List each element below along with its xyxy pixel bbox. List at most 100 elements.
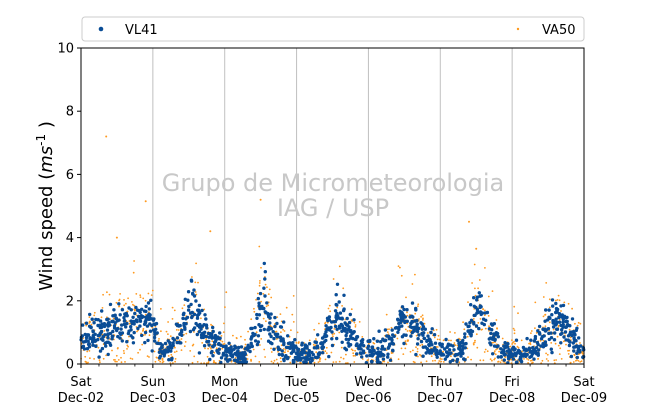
vl41-point <box>482 322 486 327</box>
va50-point <box>488 325 490 328</box>
vl41-point <box>101 338 105 342</box>
va50-point <box>171 306 174 309</box>
va50-point <box>438 338 441 341</box>
vl41-point <box>531 346 535 350</box>
va50-point <box>437 334 440 337</box>
vl41-point <box>410 301 415 305</box>
va50-point <box>98 359 101 362</box>
va50-point <box>411 283 414 285</box>
va50-point <box>200 317 202 320</box>
va50-point <box>354 324 357 326</box>
vl41-point <box>280 349 284 353</box>
vl41-point <box>344 333 348 338</box>
vl41-point <box>175 336 180 340</box>
vl41-point <box>550 298 555 302</box>
vl41-point <box>463 335 467 339</box>
vl41-point <box>335 336 339 341</box>
vl41-point <box>102 324 106 328</box>
va50-point <box>405 343 408 346</box>
va50-point <box>318 322 320 325</box>
vl41-point <box>502 358 506 362</box>
vl41-point <box>228 358 232 362</box>
va50-point <box>90 323 93 326</box>
vl41-point <box>132 319 136 324</box>
va50-point <box>213 351 216 354</box>
va50-point <box>127 345 129 348</box>
va50-point <box>177 329 180 331</box>
vl41-point <box>547 308 551 312</box>
va50-point <box>531 359 533 362</box>
vl41-point <box>124 325 128 329</box>
vl41-point <box>457 341 461 345</box>
vl41-point <box>314 340 319 345</box>
vl41-point <box>572 349 576 353</box>
vl41-point <box>349 334 353 338</box>
va50-point <box>319 357 322 360</box>
vl41-point <box>405 308 409 312</box>
vl41-point <box>432 333 437 337</box>
vl41-point <box>170 346 174 350</box>
vl41-point <box>249 341 253 345</box>
vl41-point <box>168 341 172 345</box>
vl41-point <box>260 306 264 311</box>
vl41-point <box>527 347 531 352</box>
vl41-point <box>519 359 524 364</box>
vl41-point <box>573 339 577 343</box>
va50-point <box>419 344 422 347</box>
vl41-point <box>181 312 186 317</box>
vl41-point <box>381 357 386 361</box>
va50-point <box>161 359 164 361</box>
va50-point <box>126 348 128 350</box>
vl41-point <box>338 311 343 315</box>
va50-point <box>142 330 144 332</box>
vl41-point <box>414 326 418 330</box>
vl41-point <box>397 327 401 332</box>
va50-point <box>167 333 169 335</box>
va50-point <box>520 339 523 342</box>
vl41-point <box>487 337 491 341</box>
va50-point <box>405 296 407 299</box>
va50-point <box>326 321 329 324</box>
vl41-point <box>419 321 423 325</box>
vl41-point <box>112 324 117 328</box>
vl41-point <box>330 320 334 324</box>
vl41-point <box>273 315 277 320</box>
vl41-point <box>119 327 123 331</box>
va50-point <box>454 332 456 334</box>
vl41-point <box>300 348 305 352</box>
vl41-point <box>570 330 574 334</box>
va50-point <box>105 354 107 357</box>
va50-point <box>133 260 136 262</box>
vl41-point <box>207 343 211 347</box>
va50-point <box>277 350 279 353</box>
vl41-point <box>249 337 253 341</box>
va50-point <box>367 359 370 361</box>
vl41-point <box>304 360 308 364</box>
vl41-point <box>277 352 281 357</box>
vl41-point <box>330 337 334 341</box>
vl41-point <box>300 343 304 347</box>
va50-point <box>474 287 476 290</box>
vl41-point <box>292 360 296 364</box>
va50-point <box>210 347 212 350</box>
vl41-point <box>106 352 110 357</box>
va50-point <box>135 293 138 295</box>
vl41-point <box>190 314 194 318</box>
vl41-point <box>99 329 104 334</box>
vl41-point <box>148 322 152 326</box>
vl41-point <box>502 353 507 357</box>
vl41-point <box>372 337 376 341</box>
vl41-point <box>132 322 136 326</box>
vl41-point <box>278 325 283 329</box>
va50-point <box>312 343 315 346</box>
va50-point <box>495 348 497 351</box>
va50-point <box>412 349 414 352</box>
va50-point <box>434 359 436 362</box>
vl41-point <box>129 328 133 332</box>
legend-box <box>81 16 585 42</box>
vl41-point <box>200 308 204 313</box>
va50-point <box>558 299 561 302</box>
va50-point <box>440 360 443 363</box>
vl41-point <box>146 338 150 343</box>
